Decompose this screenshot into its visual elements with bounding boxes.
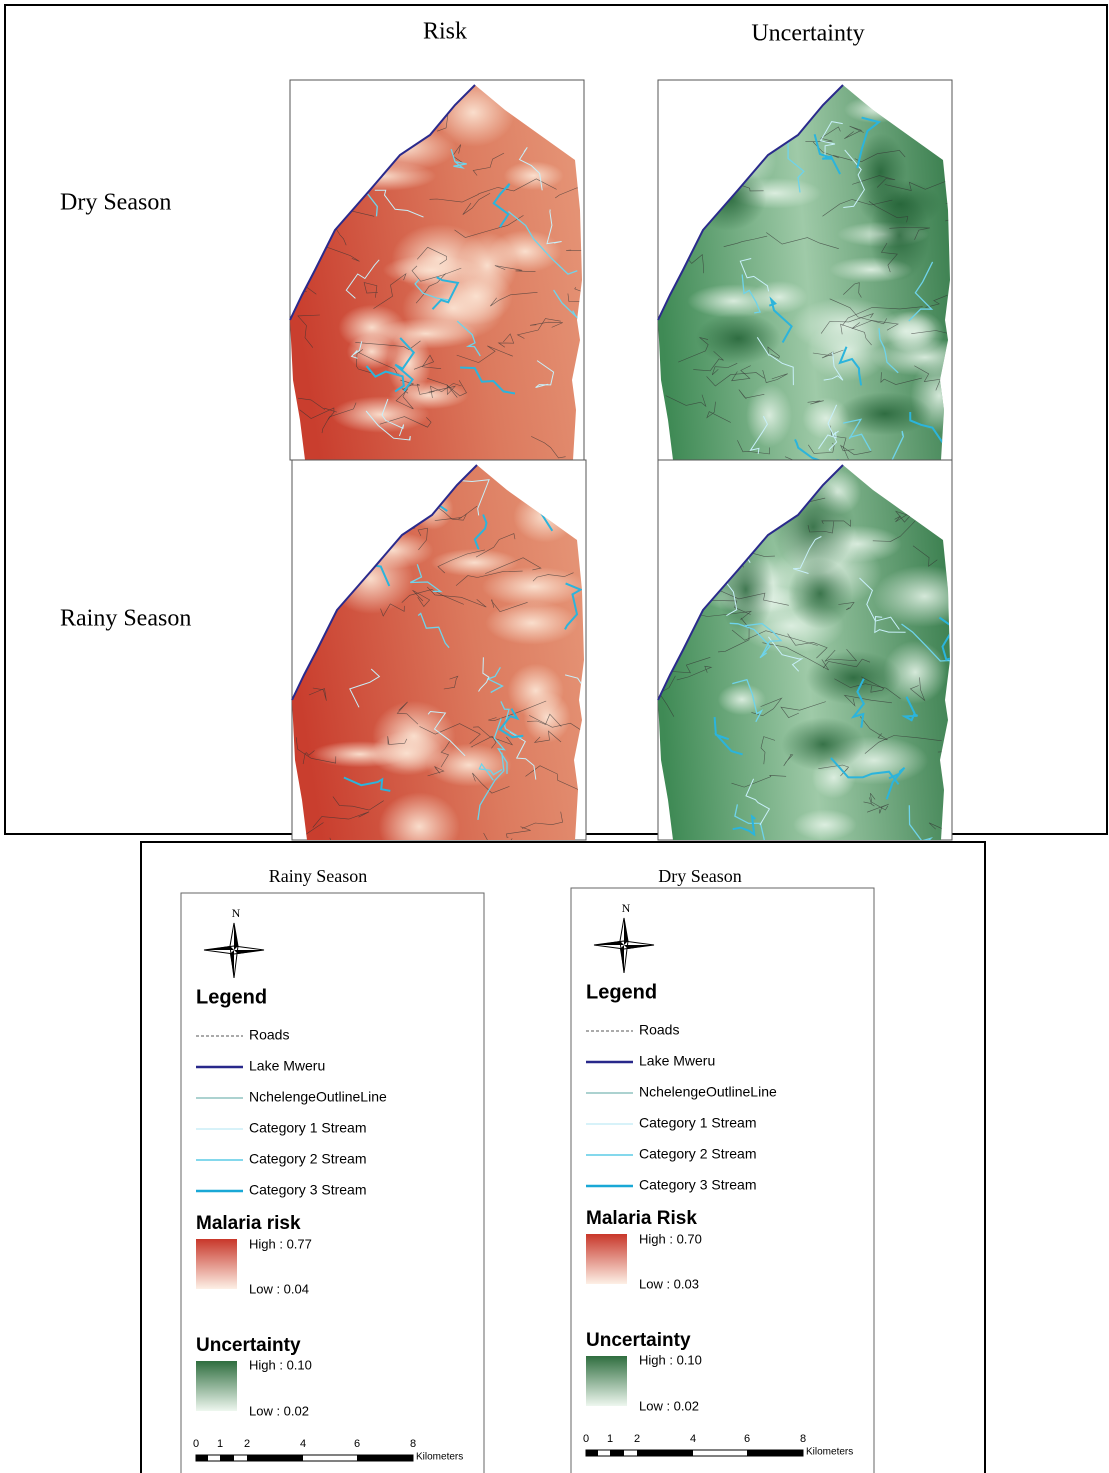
legend-item: Roads [249,1027,289,1043]
scale-unit: Kilometers [806,1447,853,1458]
legend-item: Category 1 Stream [249,1120,367,1136]
map-panel [658,80,1019,468]
scale-bar-segment [747,1450,803,1456]
map-blob [508,664,564,718]
road [946,203,1019,215]
scale-bar-segment [610,1450,624,1456]
road [945,215,997,230]
risk-ramp [196,1239,237,1289]
risk-low: Low : 0.04 [249,1281,309,1296]
legend-panel: N Legend Roads Lake Mweru NchelengeOutlineLi… [181,893,484,1473]
map-blob [378,792,459,861]
uncertainty-low: Low : 0.02 [639,1398,699,1413]
scale-tick-label: 2 [634,1433,640,1445]
risk-high: High : 0.77 [249,1236,312,1251]
legend-panel-title: Dry Season [658,866,742,886]
map-dark-blob [837,392,931,435]
legend-item: Category 1 Stream [639,1115,757,1131]
scale-tick-label: 4 [300,1438,306,1450]
risk-title: Malaria risk [196,1213,301,1234]
map-panel [292,460,639,861]
scale-bar-segment [357,1455,413,1461]
scale-tick-label: 1 [217,1438,223,1450]
risk-title: Malaria Risk [586,1208,697,1229]
risk-high: High : 0.70 [639,1231,702,1246]
scale-bar-segment [586,1450,598,1456]
north-label: N [232,906,241,920]
column-title: Uncertainty [751,21,864,47]
map-dark-blob [782,717,865,771]
row-label: Rainy Season [60,606,191,632]
scale-bar-segment [220,1455,234,1461]
legend-item: Category 3 Stream [639,1177,757,1193]
stream [580,424,611,448]
legend-item: Category 2 Stream [249,1151,367,1167]
road [649,631,658,640]
scale-unit: Kilometers [416,1452,463,1463]
map-blob [718,684,766,716]
legend-item: NchelengeOutlineLine [249,1089,387,1105]
north-label: N [622,901,631,915]
risk-low: Low : 0.03 [639,1276,699,1291]
map-blob [746,384,792,448]
scale-bar-segment [637,1450,693,1456]
road [330,838,366,859]
map-dark-blob [869,190,930,281]
scale-tick-label: 6 [354,1438,360,1450]
scale-tick-label: 4 [690,1433,696,1445]
scale-tick-label: 0 [583,1433,589,1445]
uncertainty-low: Low : 0.02 [249,1403,309,1418]
scale-tick-label: 6 [744,1433,750,1445]
map-panel [649,460,990,861]
uncertainty-ramp [196,1361,237,1411]
uncertainty-high: High : 0.10 [639,1352,702,1367]
legend-item: Lake Mweru [249,1058,325,1074]
legend-title: Legend [196,986,267,1008]
map-blob [793,809,857,840]
legend-title: Legend [586,981,657,1003]
map-blob [370,731,443,775]
uncertainty-title: Uncertainty [586,1330,691,1351]
map-blob [485,601,578,645]
scale-bar-segment [247,1455,303,1461]
map-panel [290,78,622,469]
uncertainty-high: High : 0.10 [249,1357,312,1372]
legend-item: Category 3 Stream [249,1182,367,1198]
legend-item: Category 2 Stream [639,1146,757,1162]
legend-item: Lake Mweru [639,1053,715,1069]
map-blob [887,310,945,354]
legend-item: Roads [639,1022,679,1038]
scale-tick-label: 0 [193,1438,199,1450]
column-title: Risk [423,19,467,45]
uncertainty-ramp [586,1356,627,1406]
scale-tick-label: 2 [244,1438,250,1450]
uncertainty-title: Uncertainty [196,1335,301,1356]
risk-ramp [586,1234,627,1284]
legend-item: NchelengeOutlineLine [639,1084,777,1100]
legend-panel: N Legend Roads Lake Mweru NchelengeOutlineLi… [571,888,874,1473]
map-dark-blob [806,651,902,705]
scale-tick-label: 1 [607,1433,613,1445]
scale-tick-label: 8 [410,1438,416,1450]
map-dark-blob [696,313,781,364]
legend-panel-title: Rainy Season [269,866,368,886]
map-dark-blob [788,558,852,628]
scale-tick-label: 8 [800,1433,806,1445]
map-blob [504,161,564,190]
scale-bar-segment [196,1455,208,1461]
row-label: Dry Season [60,190,171,216]
figure: Risk Uncertainty Dry Season Rainy Season… [0,0,1109,1473]
map-blob [687,284,779,318]
